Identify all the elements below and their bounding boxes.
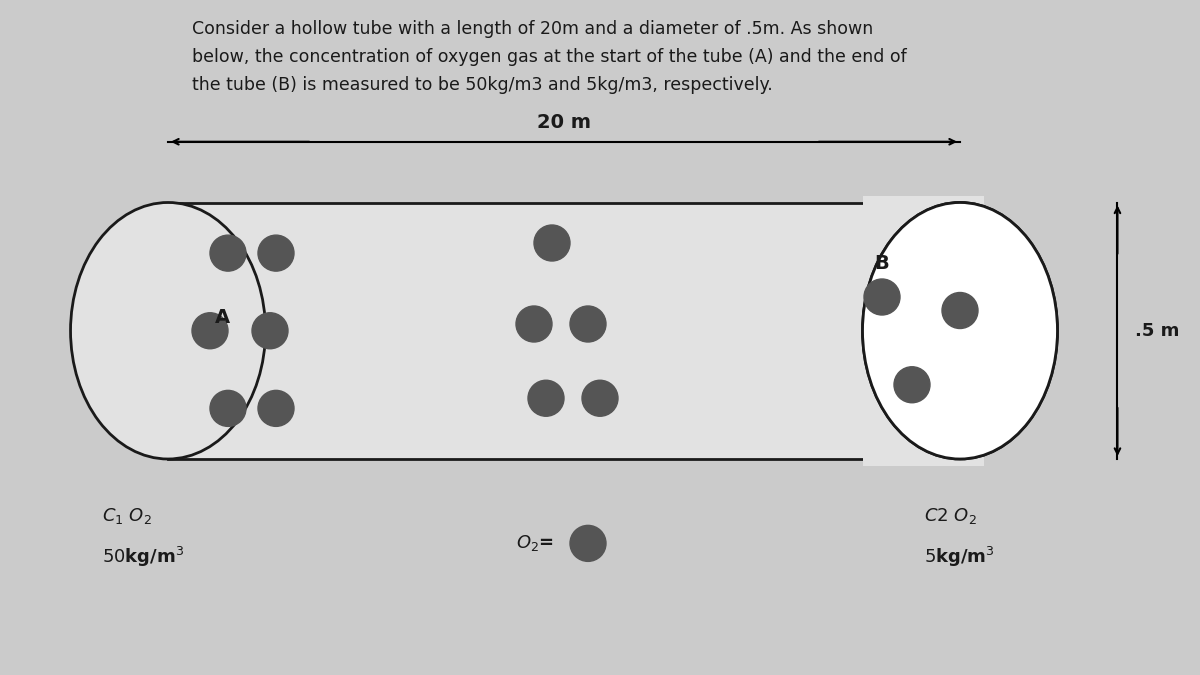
Ellipse shape [210,235,246,271]
Ellipse shape [894,367,930,403]
Ellipse shape [534,225,570,261]
Ellipse shape [582,380,618,416]
Ellipse shape [863,202,1057,459]
Bar [168,202,960,459]
Ellipse shape [192,313,228,349]
Ellipse shape [71,202,265,459]
Text: $O_2$=: $O_2$= [516,533,554,554]
Text: B: B [875,254,889,273]
Text: $C_1\ O_2$: $C_1\ O_2$ [102,506,152,526]
Ellipse shape [516,306,552,342]
Text: Consider a hollow tube with a length of 20m and a diameter of .5m. As shown
belo: Consider a hollow tube with a length of … [192,20,907,94]
Text: .5 m: .5 m [1135,322,1180,340]
Ellipse shape [252,313,288,349]
Text: $C2\ O_2$: $C2\ O_2$ [924,506,977,526]
Ellipse shape [942,292,978,329]
Ellipse shape [864,279,900,315]
Ellipse shape [863,202,1057,459]
Ellipse shape [258,235,294,271]
Text: $50\mathregular{kg/m}^3$: $50\mathregular{kg/m}^3$ [102,545,185,569]
Ellipse shape [210,390,246,427]
Text: A: A [215,308,229,327]
Ellipse shape [570,306,606,342]
Ellipse shape [528,380,564,416]
Text: $5\mathregular{kg/m}^3$: $5\mathregular{kg/m}^3$ [924,545,995,569]
Text: 20 m: 20 m [538,113,592,132]
Bar [863,196,984,466]
Ellipse shape [570,525,606,562]
Ellipse shape [258,390,294,427]
